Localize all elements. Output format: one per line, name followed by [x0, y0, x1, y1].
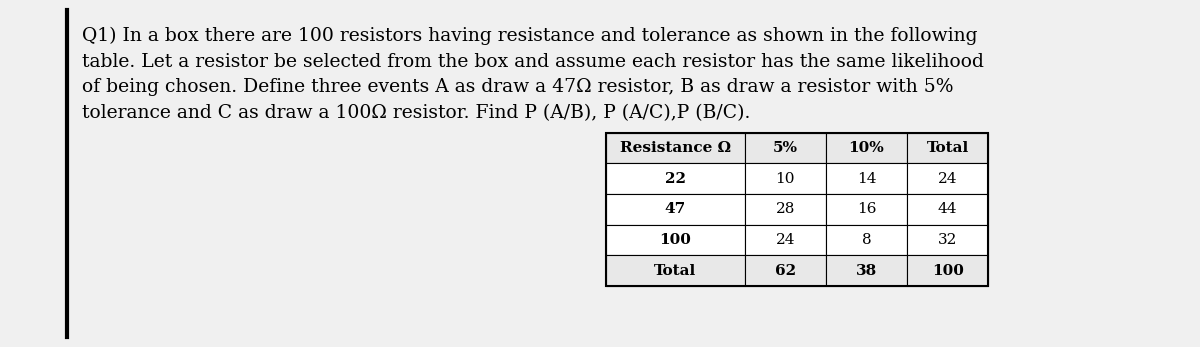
Bar — [745, 163, 826, 194]
Text: Total: Total — [654, 264, 696, 278]
Bar — [826, 133, 907, 163]
Text: 10%: 10% — [848, 141, 884, 155]
Bar — [745, 133, 826, 163]
Text: Q1) In a box there are 100 resistors having resistance and tolerance as shown in: Q1) In a box there are 100 resistors hav… — [82, 27, 984, 122]
Text: 32: 32 — [938, 233, 958, 247]
Bar — [606, 163, 745, 194]
Bar — [745, 255, 826, 286]
Bar — [606, 133, 745, 163]
Bar — [826, 255, 907, 286]
Text: 5%: 5% — [773, 141, 798, 155]
Text: Resistance Ω: Resistance Ω — [619, 141, 731, 155]
Bar — [745, 225, 826, 255]
Bar — [907, 163, 989, 194]
Bar — [907, 133, 989, 163]
Bar — [606, 225, 745, 255]
Text: Total: Total — [926, 141, 968, 155]
Bar — [745, 194, 826, 225]
Text: 47: 47 — [665, 202, 686, 216]
Text: 24: 24 — [938, 172, 958, 186]
Text: 24: 24 — [775, 233, 796, 247]
Text: 44: 44 — [938, 202, 958, 216]
Bar — [907, 255, 989, 286]
Text: 22: 22 — [665, 172, 685, 186]
Text: 8: 8 — [862, 233, 871, 247]
Text: 38: 38 — [856, 264, 877, 278]
Text: 28: 28 — [775, 202, 796, 216]
Bar — [907, 225, 989, 255]
Text: 100: 100 — [931, 264, 964, 278]
Bar — [826, 163, 907, 194]
Bar — [826, 225, 907, 255]
Bar — [826, 194, 907, 225]
Text: 62: 62 — [775, 264, 796, 278]
Text: 100: 100 — [659, 233, 691, 247]
Text: 16: 16 — [857, 202, 876, 216]
Text: 14: 14 — [857, 172, 876, 186]
Bar — [907, 194, 989, 225]
Bar — [606, 255, 745, 286]
Bar — [606, 194, 745, 225]
Bar — [606, 133, 989, 286]
Text: 10: 10 — [775, 172, 796, 186]
